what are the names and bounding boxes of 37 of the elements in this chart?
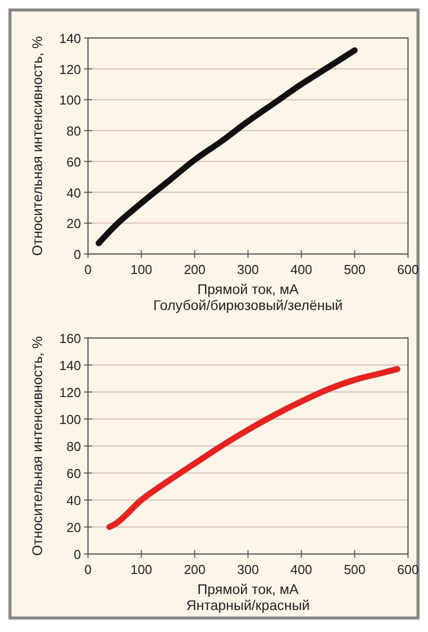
- x-tick-label: 300: [237, 262, 259, 277]
- x-tick-label: 0: [84, 262, 92, 277]
- y-axis-title: Относительная интенсивность, %: [29, 336, 45, 556]
- x-axis-title: Прямой ток, мА: [197, 581, 300, 597]
- y-tick-label: 100: [59, 412, 81, 427]
- y-tick-label: 0: [74, 547, 81, 562]
- y-tick-label: 140: [59, 31, 81, 46]
- x-tick-label: 300: [237, 562, 259, 577]
- x-tick-label: 200: [184, 562, 206, 577]
- x-tick-label: 600: [397, 562, 419, 577]
- x-tick-label: 500: [344, 562, 366, 577]
- x-tick-label: 0: [84, 562, 92, 577]
- x-tick-label: 200: [184, 262, 206, 277]
- y-tick-label: 40: [66, 493, 81, 508]
- y-tick-label: 60: [66, 154, 81, 170]
- y-tick-label: 100: [59, 92, 81, 108]
- y-tick-label: 20: [66, 520, 81, 535]
- y-tick-label: 120: [59, 385, 81, 400]
- y-tick-label: 60: [66, 466, 81, 481]
- x-tick-label: 100: [130, 262, 152, 277]
- text: Голубой/бирюзовый/зелёный: [153, 297, 343, 313]
- x-tick-label: 400: [290, 262, 312, 277]
- y-tick-label: 80: [66, 439, 81, 454]
- y-tick-label: 20: [66, 216, 81, 232]
- y-tick-label: 160: [59, 331, 81, 346]
- y-axis-title: Относительная интенсивность, %: [29, 36, 45, 256]
- y-tick-label: 120: [59, 62, 81, 77]
- text: Янтарный/красный: [186, 597, 310, 613]
- x-tick-label: 600: [397, 262, 419, 277]
- x-tick-label: 100: [130, 562, 152, 577]
- x-tick-label: 400: [290, 562, 312, 577]
- y-tick-label: 80: [66, 124, 81, 139]
- x-tick-label: 500: [344, 262, 366, 277]
- y-tick-label: 0: [74, 247, 81, 262]
- x-axis-title: Прямой ток, мА: [197, 281, 300, 297]
- y-tick-label: 40: [66, 185, 81, 200]
- y-tick-label: 140: [59, 358, 81, 373]
